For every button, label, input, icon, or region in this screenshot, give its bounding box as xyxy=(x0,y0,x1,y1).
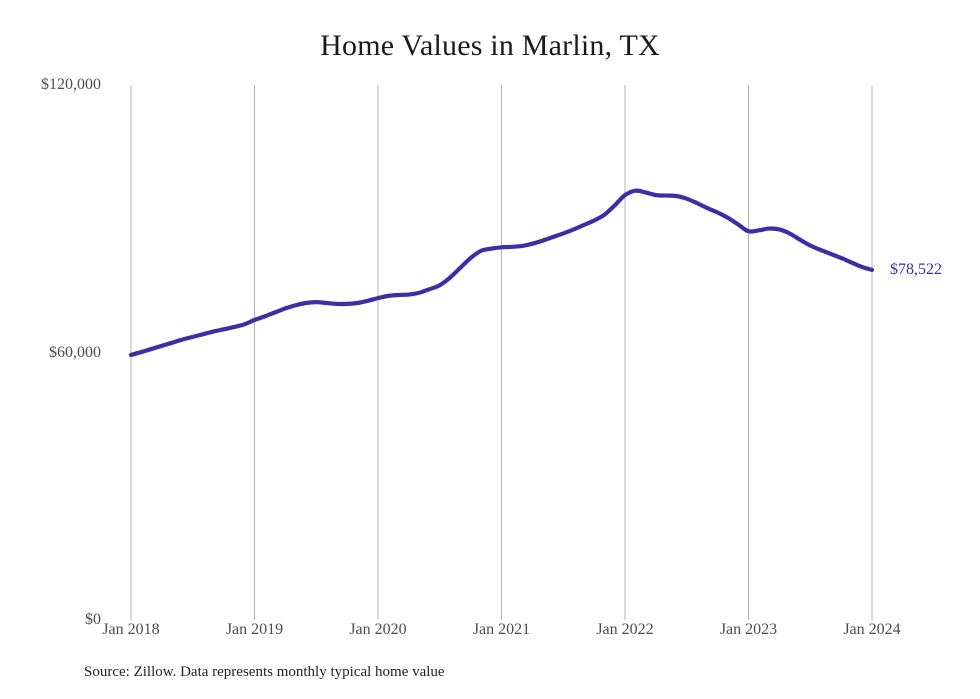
x-axis-tick-jan-2024: Jan 2024 xyxy=(843,621,901,638)
endpoint-value-label: $78,522 xyxy=(890,260,942,278)
x-axis-tick-jan-2022: Jan 2022 xyxy=(596,621,654,638)
y-axis-tick-60000: $60,000 xyxy=(49,344,101,361)
x-axis-tick-jan-2021: Jan 2021 xyxy=(472,621,531,638)
x-axis-tick-jan-2019: Jan 2019 xyxy=(225,621,284,638)
chart-title: Home Values in Marlin, TX xyxy=(320,29,660,62)
series-line-typical-home-value xyxy=(128,188,875,358)
x-axis-tick-jan-2023: Jan 2023 xyxy=(719,621,778,638)
gridline-group xyxy=(130,85,873,620)
x-axis-tick-jan-2018: Jan 2018 xyxy=(102,621,160,638)
y-axis-tick-0: $0 xyxy=(85,611,101,628)
x-axis-tick-jan-2020: Jan 2020 xyxy=(349,621,407,638)
y-axis-tick-120000: $120,000 xyxy=(41,76,101,93)
source-footnote: Source: Zillow. Data represents monthly … xyxy=(84,664,445,680)
